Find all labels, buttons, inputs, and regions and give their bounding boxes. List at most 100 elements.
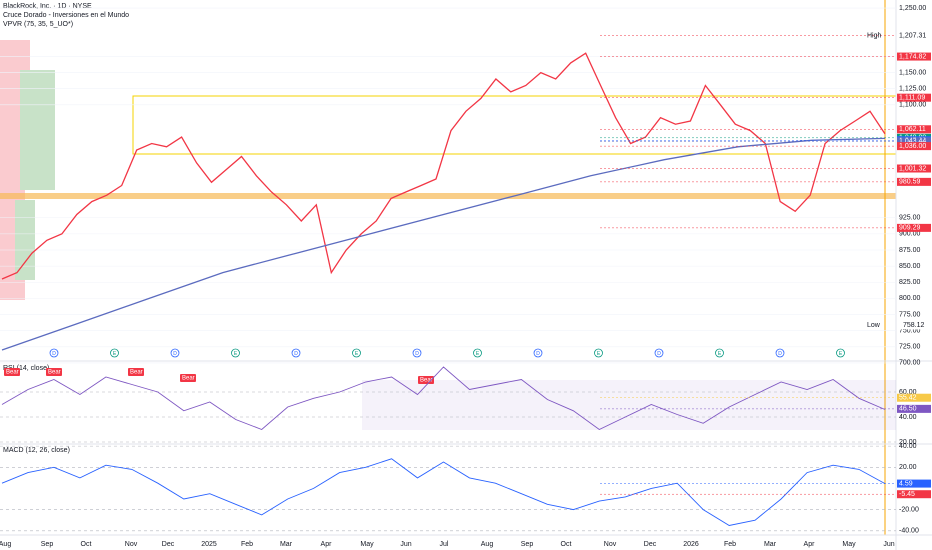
vp-buy [15, 200, 35, 280]
event-label: D [415, 351, 419, 357]
event-label: D [52, 351, 56, 357]
x-tick-label: Feb [724, 541, 736, 548]
price-tag-label: 1,036.00 [899, 143, 926, 150]
y-tick-label: 850.00 [899, 263, 921, 270]
series-line [1, 366, 886, 431]
y-tick-label: 1,100.00 [899, 102, 926, 109]
event-label: E [718, 351, 722, 357]
bear-badge [4, 368, 20, 376]
x-tick-label: Mar [764, 541, 777, 548]
y-tick-label: 20.00 [899, 464, 917, 471]
y-tick-label: -40.00 [899, 528, 919, 535]
event-label: E [597, 351, 601, 357]
event-label: D [536, 351, 540, 357]
low-value: 758.12 [903, 322, 925, 329]
price-tag-label: 1,001.32 [899, 165, 926, 172]
bear-label: Bear [182, 376, 195, 382]
series-line [1, 137, 886, 351]
bear-badge [46, 368, 62, 376]
x-tick-label: Oct [561, 541, 572, 548]
macd-title: MACD (12, 26, close) [3, 447, 70, 454]
support-band [0, 193, 896, 199]
x-tick-label: Dec [162, 541, 175, 548]
y-tick-label: 725.00 [899, 344, 921, 351]
y-tick-label: 750.00 [899, 327, 921, 334]
price-tag [897, 137, 931, 146]
x-tick-label: Mar [280, 541, 293, 548]
x-tick-label: Nov [125, 541, 138, 548]
event-badge [473, 348, 482, 358]
event-label: D [294, 351, 298, 357]
price-tag-label: 55.42 [899, 395, 917, 402]
event-badge [49, 348, 59, 358]
y-tick-label: 20.00 [899, 439, 917, 446]
event-label: E [113, 351, 117, 357]
x-tick-label: Feb [241, 541, 253, 548]
price-tag [897, 164, 931, 173]
indicator-label: VPVR (75, 35, 5_UO*) [3, 21, 73, 28]
event-badge [412, 348, 422, 358]
x-tick-label: Sep [41, 541, 54, 548]
bear-label: Bear [130, 370, 143, 376]
event-label: E [355, 351, 359, 357]
event-badge [231, 348, 240, 358]
y-tick-label: 40.00 [899, 414, 917, 421]
event-badge [170, 348, 180, 358]
price-tag-label: 980.59 [899, 179, 921, 186]
event-badge [594, 348, 603, 358]
indicator-label: Cruce Dorado - Inversiones en el Mundo [3, 12, 129, 19]
x-tick-label: May [842, 541, 856, 548]
price-tag-label: 1,043.44 [899, 138, 926, 145]
y-tick-label: -20.00 [899, 506, 919, 513]
x-tick-label: 2025 [201, 541, 217, 548]
price-tag-label: 1,207.31 [899, 32, 926, 39]
low-label: Low [867, 322, 881, 329]
x-tick-label: Jun [883, 541, 894, 548]
x-tick-label: Apr [804, 541, 816, 548]
y-tick-label: 1,150.00 [899, 69, 926, 76]
event-badge [715, 348, 724, 358]
event-label: D [778, 351, 782, 357]
price-tag-label: 1,174.82 [899, 53, 926, 60]
x-tick-label: Jul [440, 541, 449, 548]
y-tick-label: 900.00 [899, 231, 921, 238]
price-tag [897, 93, 931, 102]
x-tick-label: Dec [644, 541, 657, 548]
y-tick-label: 825.00 [899, 279, 921, 286]
y-tick-label: 800.00 [899, 295, 921, 302]
price-tag [897, 31, 931, 40]
price-tag [897, 142, 931, 151]
x-tick-label: Jun [400, 541, 411, 548]
y-tick-label: 925.00 [899, 215, 921, 222]
y-tick-label: 875.00 [899, 247, 921, 254]
y-tick-label: 40.00 [899, 443, 917, 450]
price-tag-label: 1,111.09 [899, 95, 925, 102]
y-tick-label: 700.00 [899, 360, 921, 367]
symbol: BlackRock, Inc. · 1D · NYSE [3, 3, 92, 10]
price-tag-label: 4.59 [899, 480, 913, 487]
x-tick-label: Oct [81, 541, 92, 548]
low-tag [897, 321, 931, 330]
x-tick-label: Aug [0, 541, 11, 548]
price-tag [897, 393, 931, 402]
price-tag [897, 223, 931, 232]
event-badge [533, 348, 543, 358]
bear-badge [418, 376, 434, 384]
price-tag [897, 52, 931, 61]
bear-label: Bear [6, 370, 19, 376]
y-tick-label: 60.00 [899, 389, 917, 396]
price-tag [897, 479, 931, 488]
x-tick-label: Aug [481, 541, 494, 548]
price-tag-label: 46.50 [899, 406, 917, 413]
price-tag [897, 404, 931, 413]
rsi-band [362, 380, 896, 430]
y-tick-label: 775.00 [899, 311, 921, 318]
event-badge [654, 348, 664, 358]
event-label: E [476, 351, 480, 357]
price-tag-label: -5.45 [899, 491, 915, 498]
bear-label: Bear [48, 370, 61, 376]
event-label: E [234, 351, 238, 357]
x-tick-label: 2026 [683, 541, 699, 548]
